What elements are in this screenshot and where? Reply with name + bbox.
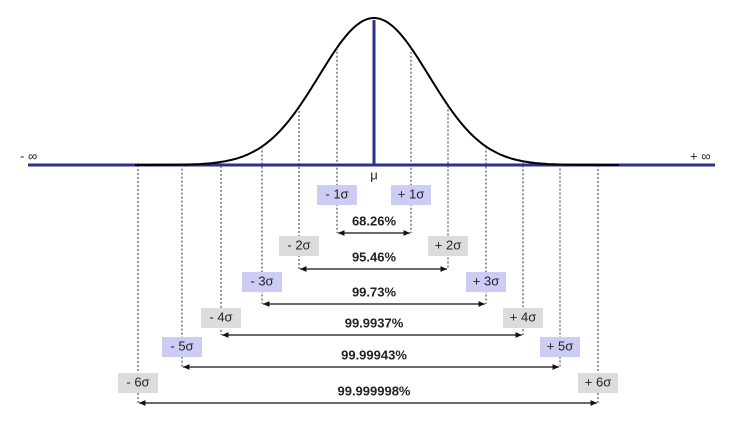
sigma-box — [466, 272, 506, 292]
sigma-label: - 2σ — [287, 237, 310, 252]
sigma-label: + 4σ — [510, 309, 536, 324]
sigma-box — [242, 272, 282, 292]
infinity-left: - ∞ — [20, 148, 37, 163]
sigma-box — [503, 308, 543, 328]
coverage-label: 68.26% — [352, 213, 397, 228]
sigma-box — [540, 337, 580, 357]
bell-curve — [135, 17, 619, 166]
coverage-label: 99.9937% — [345, 315, 404, 330]
sigma-box — [118, 373, 158, 393]
sigma-box — [578, 373, 618, 393]
sigma-label: + 1σ — [398, 186, 424, 201]
sigma-label: - 5σ — [170, 338, 193, 353]
sigma-label: + 3σ — [473, 273, 499, 288]
sigma-label: - 6σ — [126, 374, 149, 389]
coverage-label: 95.46% — [352, 249, 397, 264]
sigma-box — [428, 236, 468, 256]
infinity-right: + ∞ — [690, 148, 710, 163]
sigma-label: + 2σ — [435, 237, 461, 252]
coverage-label: 99.999998% — [337, 383, 410, 398]
sigma-box — [162, 337, 202, 357]
sigma-box — [391, 185, 431, 205]
sigma-box — [279, 236, 319, 256]
sigma-box — [317, 185, 357, 205]
coverage-label: 99.73% — [352, 284, 397, 299]
sigma-label: + 6σ — [585, 374, 611, 389]
sigma-label: - 4σ — [209, 309, 232, 324]
coverage-label: 99.99943% — [341, 347, 407, 362]
sigma-label: - 1σ — [325, 186, 348, 201]
sigma-label: - 3σ — [250, 273, 273, 288]
sigma-label: + 5σ — [547, 338, 573, 353]
mean-label: μ — [370, 167, 378, 182]
sigma-box — [201, 308, 241, 328]
